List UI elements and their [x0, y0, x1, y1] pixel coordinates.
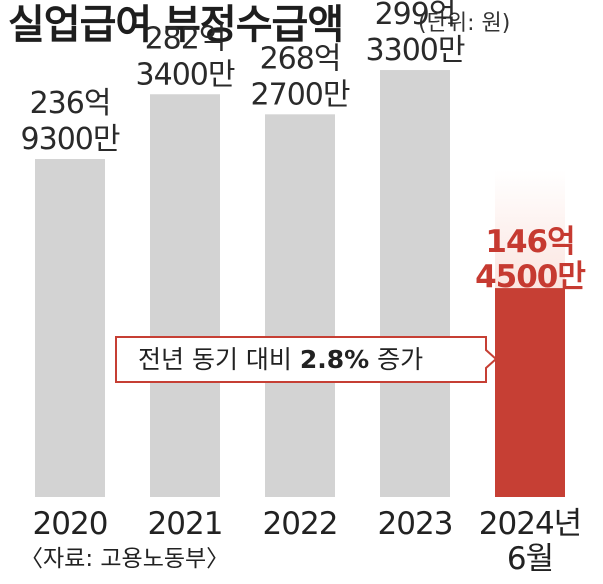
bar-2020	[35, 159, 105, 498]
x-tick-label: 2022	[263, 506, 338, 542]
bar-2022	[265, 114, 335, 497]
bar-2023	[380, 70, 450, 497]
value-label: 282억	[145, 21, 226, 56]
callout-pointer-shape	[115, 336, 498, 383]
bars-group	[35, 70, 565, 498]
callout-text: 전년 동기 대비 2.8% 증가	[138, 345, 423, 374]
value-label: 3400만	[136, 57, 235, 92]
chart-title: 실업급여 부정수급액	[8, 2, 343, 48]
value-label: 146억	[485, 224, 574, 260]
value-label: 4500만	[475, 259, 585, 295]
callout-suffix: 증가	[369, 345, 423, 374]
x-tick-label: 2023	[378, 506, 453, 542]
callout-prefix: 전년 동기 대비	[138, 345, 300, 374]
callout-value: 2.8%	[300, 345, 369, 374]
source-note: 〈자료: 고용노동부〉	[20, 546, 229, 572]
bar-2021	[150, 94, 220, 497]
bar-2024년 6월	[495, 288, 565, 497]
value-label: 236억	[30, 86, 111, 121]
unit-label: (단위: 원)	[418, 11, 510, 36]
x-tick-label: 2024년	[479, 506, 581, 542]
value-label: 268억	[260, 41, 341, 76]
value-label: 3300만	[366, 33, 465, 68]
value-label: 9300만	[21, 122, 120, 157]
x-tick-label: 2021	[148, 506, 223, 542]
bar-faded-extension	[495, 170, 565, 289]
callout-box: 전년 동기 대비 2.8% 증가	[115, 336, 498, 383]
value-label: 299억	[375, 0, 456, 32]
x-tick-label: 2020	[33, 506, 108, 542]
value-label: 2700만	[251, 77, 350, 112]
x-tick-label: 6월	[507, 541, 553, 577]
